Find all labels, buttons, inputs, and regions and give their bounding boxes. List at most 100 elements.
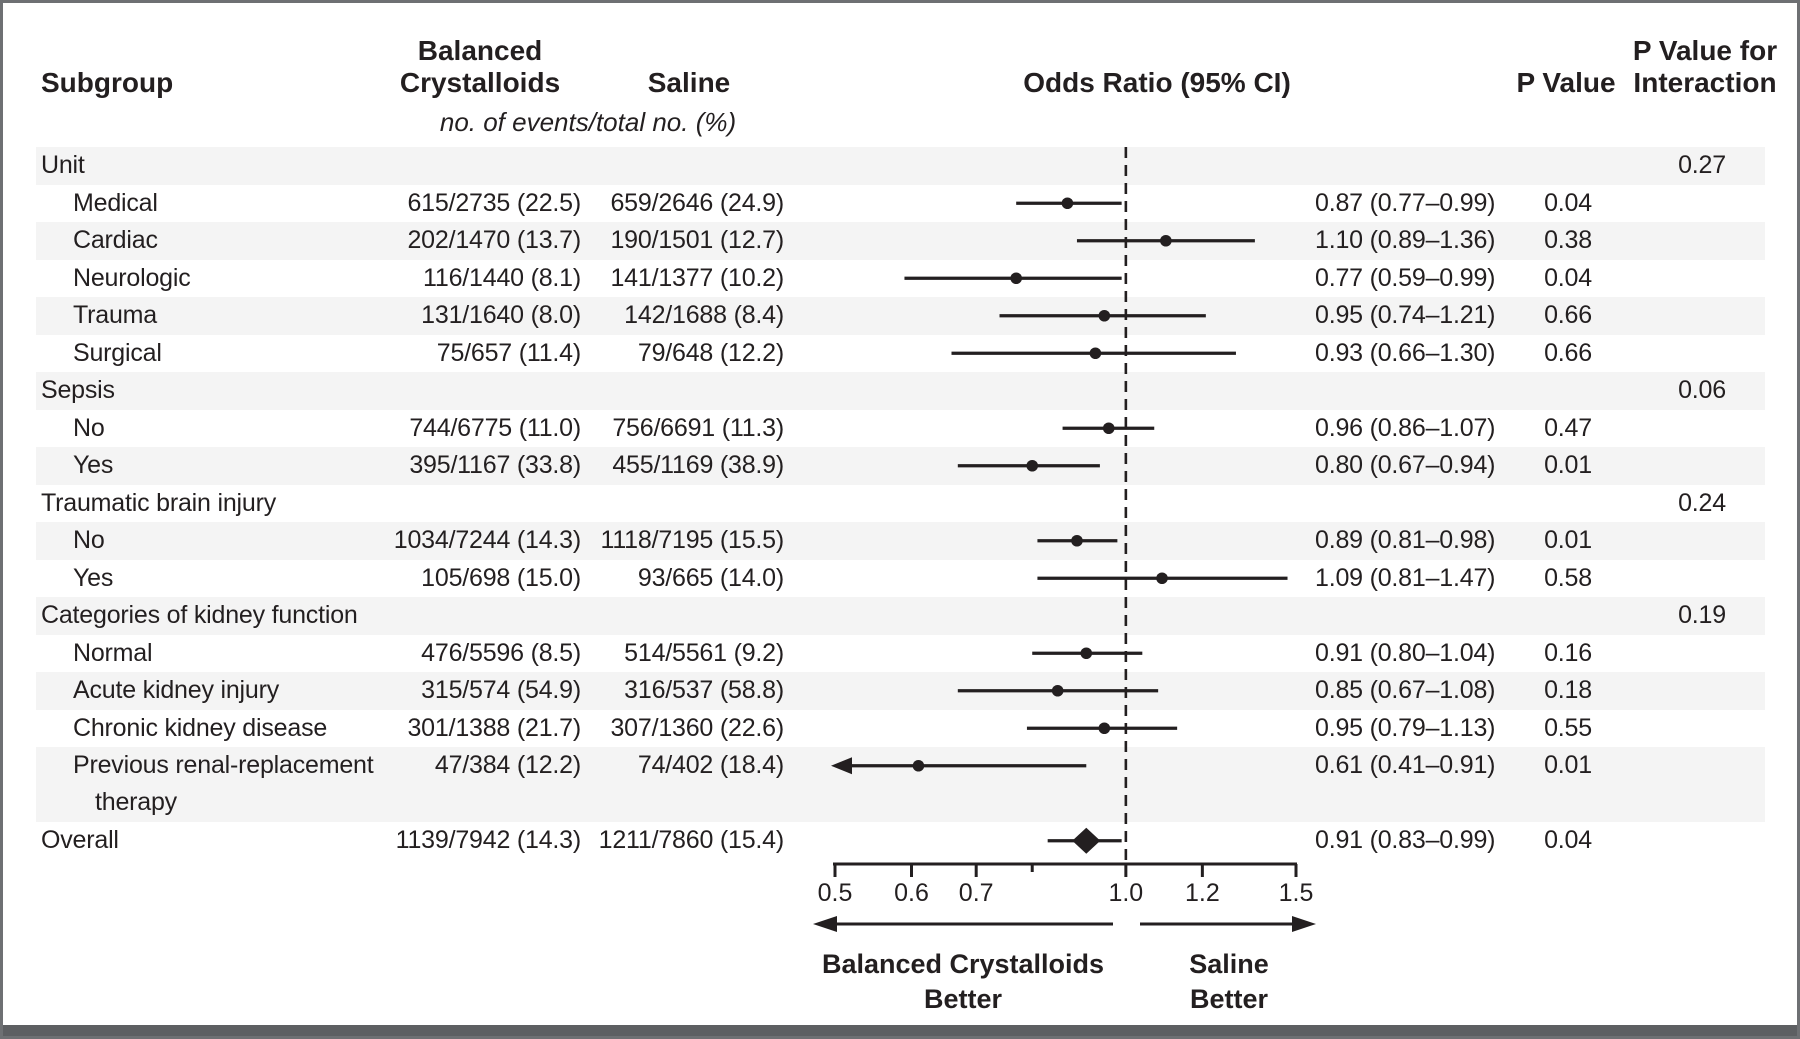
balanced-crystalloids-value: 131/1640 (8.0) — [421, 301, 581, 329]
odds-ratio-ci-value: 1.10 (0.89–1.36) — [1315, 226, 1496, 254]
table-row: Yes 395/1167 (33.8) 455/1169 (38.9) 0.80 (0… — [36, 447, 1765, 485]
axis-tick-label: 0.5 — [817, 879, 853, 907]
subgroup-label: Normal — [73, 638, 153, 667]
saline-value: 141/1377 (10.2) — [610, 263, 784, 292]
balanced-crystalloids-value: 395/1167 (33.8) — [409, 451, 581, 479]
p-value: 0.38 — [1544, 226, 1592, 254]
saline-value: 307/1360 (22.6) — [610, 713, 784, 742]
subgroup-label: Sepsis — [41, 376, 115, 404]
odds-ratio-ci-value: 0.61 (0.41–0.91) — [1315, 751, 1496, 779]
table-row: No 744/6775 (11.0) 756/6691 (11.3) 0.96 (0.… — [36, 409, 1765, 447]
section-row: Categories of kidney function 0.19 — [36, 597, 1765, 635]
odds-ratio-ci-value: 0.93 (0.66–1.30) — [1315, 338, 1496, 367]
column-header-p-value: P Value — [1516, 67, 1616, 98]
table-row: Cardiac 202/1470 (13.7) 190/1501 (12.7) 1.1… — [36, 222, 1765, 260]
p-value: 0.01 — [1544, 751, 1592, 779]
left-arrowhead — [813, 916, 837, 932]
events-subtitle: no. of events/total no. (%) — [439, 107, 737, 137]
odds-ratio-ci-value: 0.77 (0.59–0.99) — [1315, 263, 1496, 292]
p-value: 0.66 — [1544, 301, 1592, 329]
subgroup-label: Unit — [41, 151, 85, 179]
balanced-crystalloids-value: 1139/7942 (14.3) — [395, 826, 582, 854]
p-interaction-value: 0.19 — [1678, 601, 1726, 629]
column-header-saline: Saline — [647, 67, 731, 98]
p-interaction-value: 0.06 — [1678, 376, 1726, 404]
subgroup-label: Chronic kidney disease — [73, 713, 328, 742]
column-header-balanced-line1: Balanced — [417, 35, 543, 66]
p-value: 0.47 — [1544, 413, 1592, 442]
axis-tick-label: 0.7 — [958, 879, 994, 907]
subgroup-label: Overall — [41, 826, 119, 854]
p-value: 0.16 — [1544, 638, 1592, 667]
column-header-subgroup: Subgroup — [41, 67, 174, 98]
odds-ratio-ci-value: 0.95 (0.79–1.13) — [1315, 713, 1496, 742]
p-value: 0.01 — [1544, 526, 1592, 554]
axis-tick-label: 0.6 — [894, 879, 929, 907]
subgroup-label: Medical — [73, 188, 158, 217]
section-row: Traumatic brain injury 0.24 — [36, 484, 1765, 522]
subgroup-label: No — [73, 413, 105, 442]
p-interaction-value: 0.27 — [1678, 151, 1726, 179]
saline-value: 1211/7860 (15.4) — [598, 826, 785, 854]
subgroup-label: Cardiac — [73, 226, 158, 254]
odds-ratio-ci-value: 0.89 (0.81–0.98) — [1315, 526, 1496, 554]
right-arrowhead — [1292, 916, 1316, 932]
odds-ratio-ci-value: 0.80 (0.67–0.94) — [1315, 451, 1496, 479]
subgroup-label: Surgical — [73, 338, 162, 367]
saline-value: 190/1501 (12.7) — [610, 226, 784, 254]
table-row: No 1034/7244 (14.3) 1118/7195 (15.5) 0.89 (… — [36, 522, 1765, 560]
saline-value: 74/402 (18.4) — [637, 751, 784, 779]
p-value: 0.55 — [1544, 713, 1592, 742]
subgroup-label: Acute kidney injury — [73, 676, 280, 704]
column-header-p-interaction-line2: Interaction — [1633, 67, 1777, 98]
balanced-crystalloids-value: 615/2735 (22.5) — [407, 188, 581, 217]
balanced-crystalloids-value: 105/698 (15.0) — [421, 563, 581, 592]
figure-bottom-rule — [3, 1025, 1797, 1036]
p-value: 0.18 — [1544, 676, 1592, 704]
table-row: Medical 615/2735 (22.5) 659/2646 (24.9) 0.8… — [36, 184, 1765, 222]
p-value: 0.66 — [1544, 338, 1592, 367]
saline-value: 79/648 (12.2) — [637, 338, 784, 367]
table-row: Surgical 75/657 (11.4) 79/648 (12.2) 0.93 (… — [36, 334, 1765, 372]
overall-row: Overall 1139/7942 (14.3) 1211/7860 (15.4) 0… — [36, 822, 1765, 860]
saline-value: 455/1169 (38.9) — [612, 451, 784, 479]
subgroup-label: Categories of kidney function — [41, 601, 358, 629]
balanced-crystalloids-value: 1034/7244 (14.3) — [393, 526, 581, 554]
right-direction-label-line1: Saline — [1189, 949, 1269, 979]
subgroup-label: Neurologic — [73, 263, 191, 292]
section-row: Unit 0.27 — [36, 147, 1765, 185]
subgroup-label: No — [73, 526, 105, 554]
p-value: 0.04 — [1544, 826, 1592, 854]
balanced-crystalloids-value: 301/1388 (21.7) — [407, 713, 581, 742]
odds-ratio-ci-value: 1.09 (0.81–1.47) — [1315, 563, 1496, 592]
saline-value: 514/5561 (9.2) — [624, 638, 784, 667]
table-row: Chronic kidney disease 301/1388 (21.7) 307… — [36, 709, 1765, 747]
right-direction-label-line2: Better — [1189, 984, 1269, 1014]
balanced-crystalloids-value: 744/6775 (11.0) — [409, 413, 581, 442]
section-row: Sepsis 0.06 — [36, 372, 1765, 410]
balanced-crystalloids-value: 476/5596 (8.5) — [421, 638, 581, 667]
left-direction-label-line1: Balanced Crystalloids — [821, 949, 1105, 979]
balanced-crystalloids-value: 202/1470 (13.7) — [407, 226, 581, 254]
balanced-crystalloids-value: 116/1440 (8.1) — [423, 263, 581, 292]
axis-tick-label: 1.2 — [1184, 879, 1220, 907]
p-value: 0.01 — [1544, 451, 1592, 479]
odds-ratio-ci-value: 0.91 (0.83–0.99) — [1315, 826, 1496, 854]
subgroup-label: Previous renal-replacement — [73, 751, 374, 779]
saline-value: 756/6691 (11.3) — [612, 413, 784, 442]
p-interaction-value: 0.24 — [1678, 488, 1726, 517]
odds-ratio-ci-value: 0.85 (0.67–1.08) — [1315, 676, 1496, 704]
saline-value: 142/1688 (8.4) — [624, 301, 784, 329]
left-direction-label-line2: Better — [923, 984, 1003, 1014]
p-value: 0.04 — [1544, 263, 1592, 292]
balanced-crystalloids-value: 75/657 (11.4) — [436, 338, 581, 367]
column-header-odds-ratio: Odds Ratio (95% CI) — [1023, 67, 1291, 98]
subgroup-label: Yes — [73, 451, 114, 479]
column-header-p-interaction-line1: P Value for — [1632, 35, 1778, 66]
table-row: Yes 105/698 (15.0) 93/665 (14.0) 1.09 (0.81… — [36, 559, 1765, 597]
table-row: Neurologic 116/1440 (8.1) 141/1377 (10.2) 0… — [36, 259, 1765, 297]
subgroup-label-line2: therapy — [95, 787, 177, 816]
table-row: Trauma 131/1640 (8.0) 142/1688 (8.4) 0.95 (… — [36, 297, 1765, 335]
table-row: Previous renal-replacement therapy 47/384 … — [36, 747, 1765, 822]
